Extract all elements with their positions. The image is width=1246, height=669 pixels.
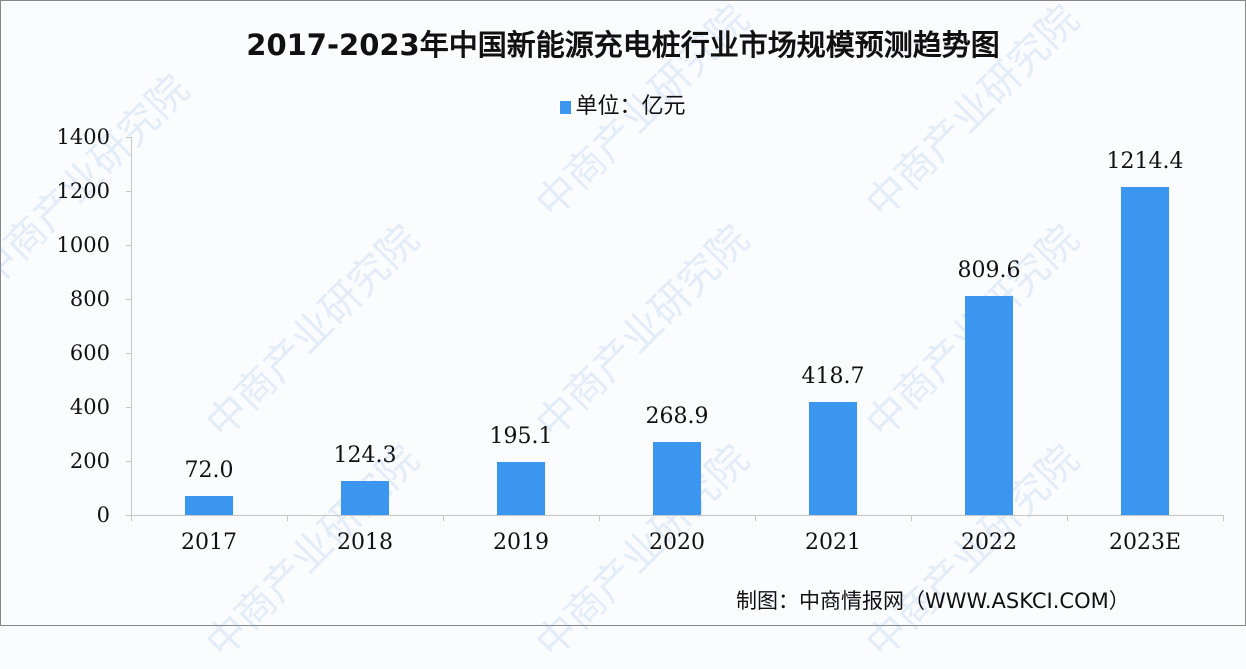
x-tick-mark <box>131 515 132 521</box>
y-tick-label: 1200 <box>56 179 110 203</box>
y-tick-label: 1000 <box>56 233 110 257</box>
x-axis <box>131 515 1223 516</box>
source-note: 制图：中商情报网（WWW.ASKCI.COM） <box>736 589 1130 613</box>
y-tick-mark <box>126 299 131 300</box>
chart-title: 2017-2023年中国新能源充电桩行业市场规模预测趋势图 <box>246 28 1000 62</box>
x-tick-mark <box>755 515 756 521</box>
x-tick-mark <box>1223 515 1224 521</box>
x-tick-mark <box>1067 515 1068 521</box>
legend: 单位：亿元 <box>0 88 1246 120</box>
bar-2021 <box>809 401 857 515</box>
x-tick-mark <box>911 515 912 521</box>
x-tick-label: 2018 <box>337 530 393 555</box>
x-tick-label: 2020 <box>649 530 705 555</box>
y-tick-mark <box>126 461 131 462</box>
value-label: 809.6 <box>957 258 1021 284</box>
bar-2023E <box>1121 187 1169 515</box>
bar-2022 <box>965 296 1013 515</box>
value-label: 195.1 <box>489 424 553 450</box>
y-tick-mark <box>126 191 131 192</box>
y-tick-label: 200 <box>69 449 110 473</box>
bar-2017 <box>185 495 233 515</box>
x-tick-label: 2019 <box>493 530 549 555</box>
y-tick-mark <box>126 137 131 138</box>
legend-swatch <box>560 101 572 114</box>
x-tick-label: 2022 <box>961 530 1017 555</box>
value-label: 124.3 <box>333 443 397 469</box>
y-tick-mark <box>126 353 131 354</box>
x-tick-label: 2017 <box>181 530 237 555</box>
y-tick-label: 1400 <box>56 125 110 149</box>
bar-2020 <box>653 442 701 515</box>
y-axis <box>131 137 132 515</box>
y-tick-mark <box>126 245 131 246</box>
x-tick-label: 2021 <box>805 530 861 555</box>
x-tick-mark <box>599 515 600 521</box>
y-tick-mark <box>126 515 131 516</box>
value-label: 72.0 <box>184 457 234 483</box>
value-label: 268.9 <box>645 404 709 430</box>
bar-2018 <box>341 481 389 515</box>
y-tick-label: 0 <box>96 503 110 527</box>
bar-2019 <box>497 462 545 515</box>
x-tick-mark <box>443 515 444 521</box>
y-tick-label: 400 <box>69 395 110 419</box>
y-tick-label: 800 <box>69 287 110 311</box>
legend-label: 单位：亿元 <box>575 94 686 119</box>
x-tick-mark <box>287 515 288 521</box>
y-tick-label: 600 <box>69 341 110 365</box>
y-tick-mark <box>126 407 131 408</box>
value-label: 418.7 <box>801 363 865 389</box>
x-tick-label: 2023E <box>1108 530 1182 555</box>
value-label: 1214.4 <box>1106 149 1184 175</box>
